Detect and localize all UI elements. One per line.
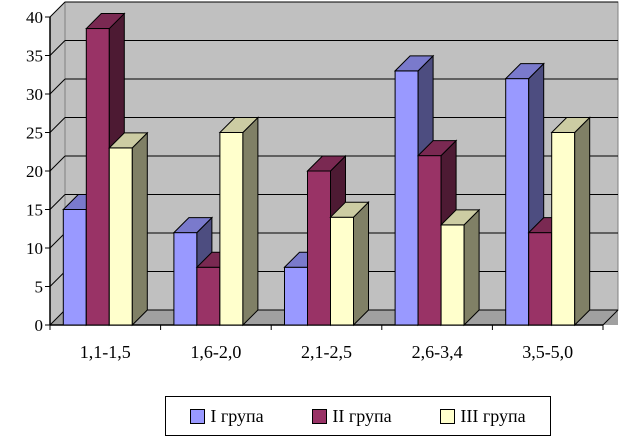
- gridline-side: [49, 271, 66, 287]
- y-tick-label: 20: [26, 162, 43, 181]
- x-tick-label: 1,6-2,0: [190, 342, 241, 362]
- y-tick-label: 35: [26, 47, 43, 66]
- bar-front: [307, 170, 331, 326]
- gridline-side: [49, 117, 66, 133]
- bar: [108, 131, 149, 327]
- bar: [439, 208, 481, 327]
- x-tick-label: 3,5-5,0: [522, 342, 573, 362]
- legend-item-series-2: II група: [312, 405, 392, 427]
- bar-side: [242, 116, 259, 327]
- bar-front: [196, 266, 221, 326]
- bar-front: [219, 132, 244, 326]
- bar-top: [329, 201, 370, 218]
- bar-side: [131, 131, 148, 327]
- bar-front: [528, 232, 553, 326]
- y-tick-label: 5: [35, 278, 44, 297]
- y-tick-label: 30: [26, 85, 43, 104]
- y-tick-label: 40: [26, 8, 43, 27]
- bar-top: [439, 209, 481, 226]
- bar: [504, 62, 545, 327]
- legend: I група II група III група: [165, 396, 551, 436]
- x-tick-label: 1,1-1,5: [80, 342, 131, 362]
- bar: [550, 116, 591, 327]
- legend-label-series-3: III група: [460, 405, 526, 426]
- chart: 0 5 10 15 20 25 30 35 40 1,1-1,5 1,6-2,0 2,1-2,5 2,6…: [26, 1, 619, 362]
- gridline-side: [49, 194, 66, 210]
- bar-side: [353, 200, 369, 327]
- bar-front: [417, 155, 442, 326]
- y-tick-label: 25: [26, 124, 43, 143]
- bar-front: [440, 224, 465, 326]
- x-tick-label: 2,6-3,4: [412, 342, 463, 362]
- bar-top: [504, 63, 545, 80]
- bar-side: [574, 116, 591, 327]
- bar-front: [505, 78, 530, 326]
- bar-front: [62, 209, 87, 326]
- bar-top: [306, 155, 347, 172]
- bar: [329, 200, 370, 327]
- bar-front: [284, 266, 308, 326]
- bar-front: [394, 70, 419, 326]
- legend-item-series-3: III група: [440, 405, 526, 427]
- bar-front: [108, 147, 133, 326]
- bar-front: [330, 216, 354, 326]
- bar-front: [173, 232, 198, 326]
- y-tick-label: 15: [26, 201, 43, 220]
- y-tick-label: 10: [26, 239, 43, 258]
- bar-side: [463, 208, 480, 327]
- gridline-side: [49, 155, 66, 172]
- x-tick-label: 2,1-2,5: [301, 342, 352, 362]
- legend-swatch-series-3: [440, 408, 456, 424]
- bar-top: [85, 13, 126, 30]
- bar-top: [416, 140, 458, 157]
- legend-swatch-series-1: [190, 408, 206, 424]
- gridline-side: [49, 40, 66, 56]
- bar-top: [393, 55, 435, 72]
- bar-top: [108, 132, 149, 149]
- gridline-side: [49, 309, 66, 326]
- bar-top: [550, 117, 591, 133]
- bar-front: [551, 132, 576, 326]
- y-tick-label: 0: [35, 316, 44, 335]
- legend-swatch-series-2: [312, 408, 328, 424]
- gridline-side: [49, 1, 66, 18]
- legend-item-series-1: I група: [190, 405, 264, 427]
- bar-top: [218, 117, 260, 133]
- legend-label-series-1: I група: [210, 405, 264, 426]
- bar: [218, 116, 260, 327]
- legend-label-series-2: II група: [332, 405, 392, 426]
- gridline-side: [49, 232, 66, 249]
- x-axis-depth: [602, 309, 619, 326]
- gridline-side: [49, 78, 66, 95]
- bar-top: [172, 217, 214, 234]
- bar-front: [85, 28, 110, 326]
